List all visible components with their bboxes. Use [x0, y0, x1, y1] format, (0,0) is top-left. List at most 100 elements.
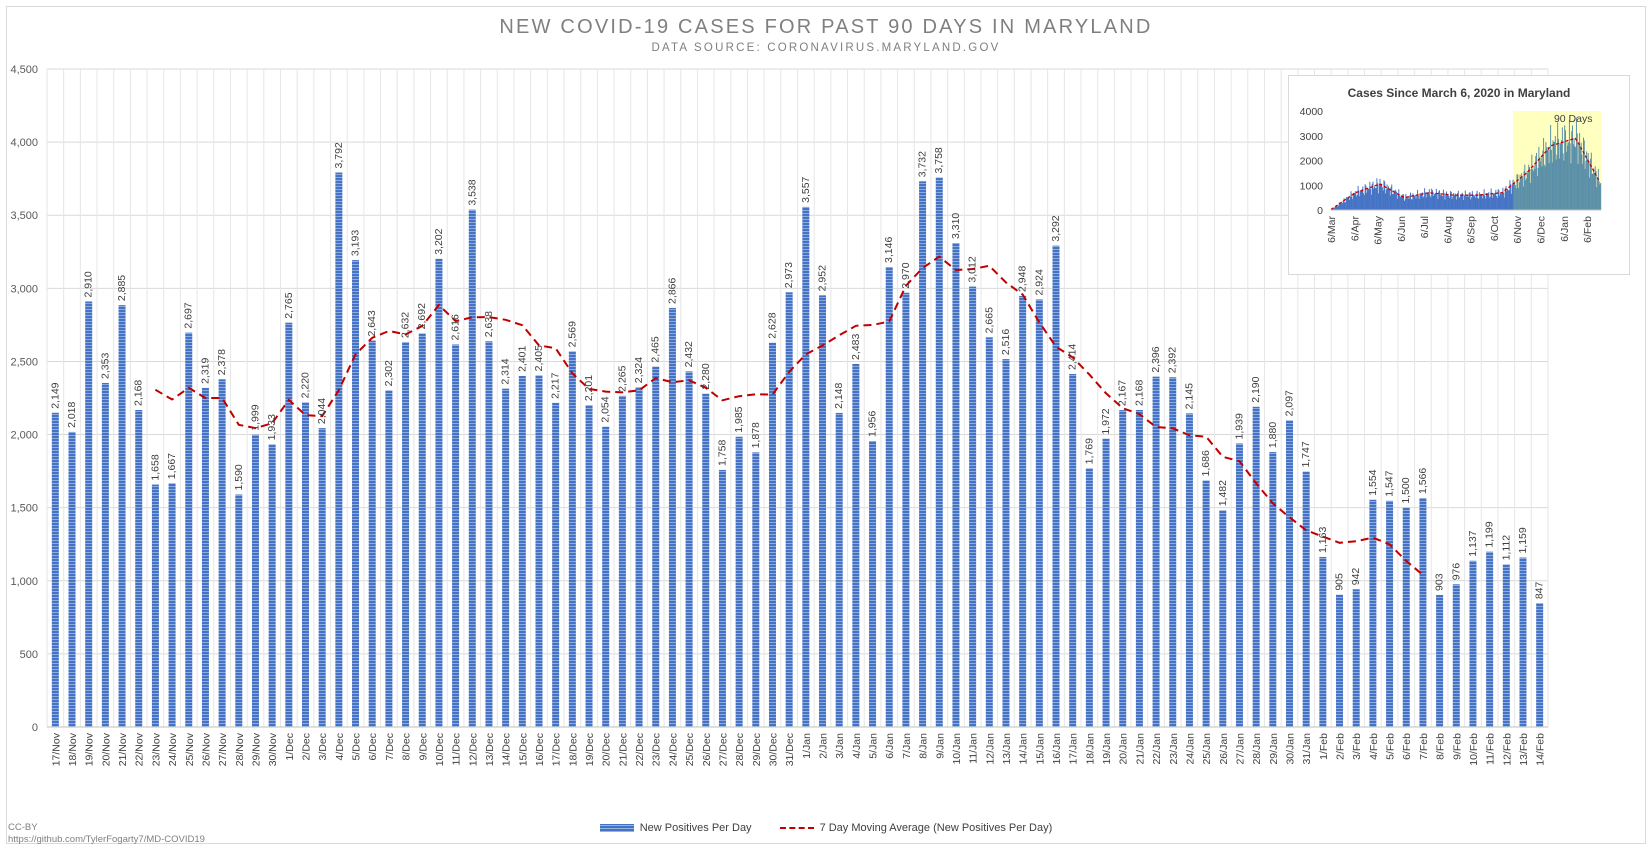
inset-bar — [1385, 189, 1387, 210]
credit-license: CC-BY — [8, 822, 38, 833]
inset-bar — [1434, 194, 1436, 210]
bar — [285, 322, 293, 727]
inset-bar — [1351, 196, 1353, 210]
x-tick-label: 14/Jan — [1018, 733, 1030, 765]
inset-bar — [1367, 189, 1369, 210]
inset-bar — [1341, 203, 1343, 210]
inset-bar — [1460, 194, 1462, 210]
x-tick-label: 27/Jan — [1234, 733, 1246, 765]
inset-bar — [1511, 185, 1513, 210]
inset-bar — [1599, 184, 1601, 210]
bar-data-label: 3,538 — [466, 179, 478, 205]
inset-bar — [1531, 154, 1533, 210]
inset-bar — [1511, 193, 1512, 210]
inset-bar — [1565, 130, 1566, 210]
bar — [985, 337, 993, 727]
inset-bar — [1367, 189, 1368, 210]
inset-bar — [1596, 187, 1598, 210]
inset-title: Cases Since March 6, 2020 in Maryland — [1347, 86, 1571, 100]
inset-bar — [1495, 189, 1497, 210]
x-tick-label: 22/Nov — [134, 732, 146, 766]
inset-bar — [1413, 195, 1415, 210]
inset-bar — [1401, 197, 1403, 210]
inset-bar — [1395, 191, 1397, 210]
inset-x-tick-label: 6/Jun — [1396, 216, 1408, 242]
legend: New Positives Per Day 7 Day Moving Avera… — [0, 822, 1652, 834]
bar — [735, 436, 743, 727]
inset-bar — [1563, 160, 1565, 210]
bar — [402, 342, 410, 727]
bar-data-label: 2,280 — [700, 363, 712, 389]
inset-bar — [1543, 164, 1545, 210]
bar — [68, 431, 76, 727]
inset-bar — [1561, 127, 1563, 210]
bar-data-label: 2,765 — [283, 292, 295, 318]
x-tick-label: 17/Dec — [551, 733, 563, 766]
inset-bar — [1385, 193, 1386, 210]
inset-bar — [1568, 142, 1570, 210]
bar-data-label: 1,939 — [1233, 413, 1245, 439]
inset-bar — [1446, 194, 1448, 210]
inset-bar — [1360, 190, 1362, 210]
bar-series — [51, 172, 1544, 728]
inset-bar — [1488, 192, 1490, 210]
bar — [235, 494, 243, 727]
inset-bar — [1344, 202, 1346, 210]
bar-data-label: 2,697 — [183, 302, 195, 328]
inset-bar — [1491, 192, 1493, 210]
moving-average-line — [154, 255, 1424, 576]
inset-bar — [1518, 188, 1520, 210]
inset-bar — [1356, 194, 1358, 210]
bar-data-label: 2,018 — [66, 401, 78, 427]
inset-bar — [1478, 192, 1480, 210]
inset-bar — [1484, 195, 1486, 210]
inset-x-tick-label: 6/Feb — [1582, 216, 1594, 243]
inset-bar — [1600, 182, 1602, 210]
x-tick-label: 5/Dec — [351, 733, 363, 760]
bar — [618, 395, 626, 727]
bar — [1386, 500, 1394, 727]
inset-bar — [1349, 196, 1351, 210]
inset-bar — [1341, 202, 1343, 210]
inset-bar — [1546, 147, 1548, 210]
x-tick-label: 30/Jan — [1284, 733, 1296, 765]
bar-data-label: 2,405 — [533, 345, 545, 371]
inset-bar — [1370, 188, 1372, 210]
inset-bar — [1357, 185, 1359, 210]
inset-bar — [1598, 181, 1600, 210]
inset-bar — [1399, 195, 1401, 210]
bar — [768, 342, 776, 727]
inset-bar — [1414, 195, 1416, 210]
inset-bar — [1427, 192, 1429, 210]
bar — [1352, 589, 1360, 727]
inset-bar — [1396, 198, 1398, 210]
bar-data-label: 3,193 — [350, 230, 362, 256]
inset-bar — [1400, 195, 1402, 210]
inset-bar — [1506, 191, 1508, 210]
inset-bar — [1369, 181, 1371, 210]
inset-bar — [1397, 193, 1399, 210]
inset-bar — [1437, 199, 1439, 210]
x-tick-label: 7/Feb — [1418, 733, 1430, 760]
credit: CC-BY https://github.com/TylerFogarty7/M… — [8, 822, 205, 846]
inset-bar — [1470, 199, 1472, 210]
inset-bar — [1568, 120, 1570, 210]
x-tick-label: 29/Dec — [751, 733, 763, 766]
inset-bar — [1583, 137, 1584, 210]
bar-data-label: 2,866 — [666, 277, 678, 303]
inset-bar — [1339, 203, 1341, 210]
inset-bar — [1544, 166, 1546, 210]
inset-bar — [1332, 208, 1334, 210]
inset-bar — [1494, 192, 1496, 210]
bar — [1202, 480, 1210, 727]
bar — [885, 266, 893, 727]
inset-bar — [1363, 194, 1365, 210]
inset-bar — [1559, 142, 1561, 210]
inset-bar — [1374, 186, 1376, 210]
bar — [1085, 468, 1093, 727]
inset-bar — [1439, 195, 1441, 210]
bar — [1519, 557, 1527, 727]
y-tick-label: 4,500 — [10, 64, 38, 76]
bar-data-label: 1,769 — [1083, 438, 1095, 464]
inset-bar — [1452, 196, 1454, 210]
